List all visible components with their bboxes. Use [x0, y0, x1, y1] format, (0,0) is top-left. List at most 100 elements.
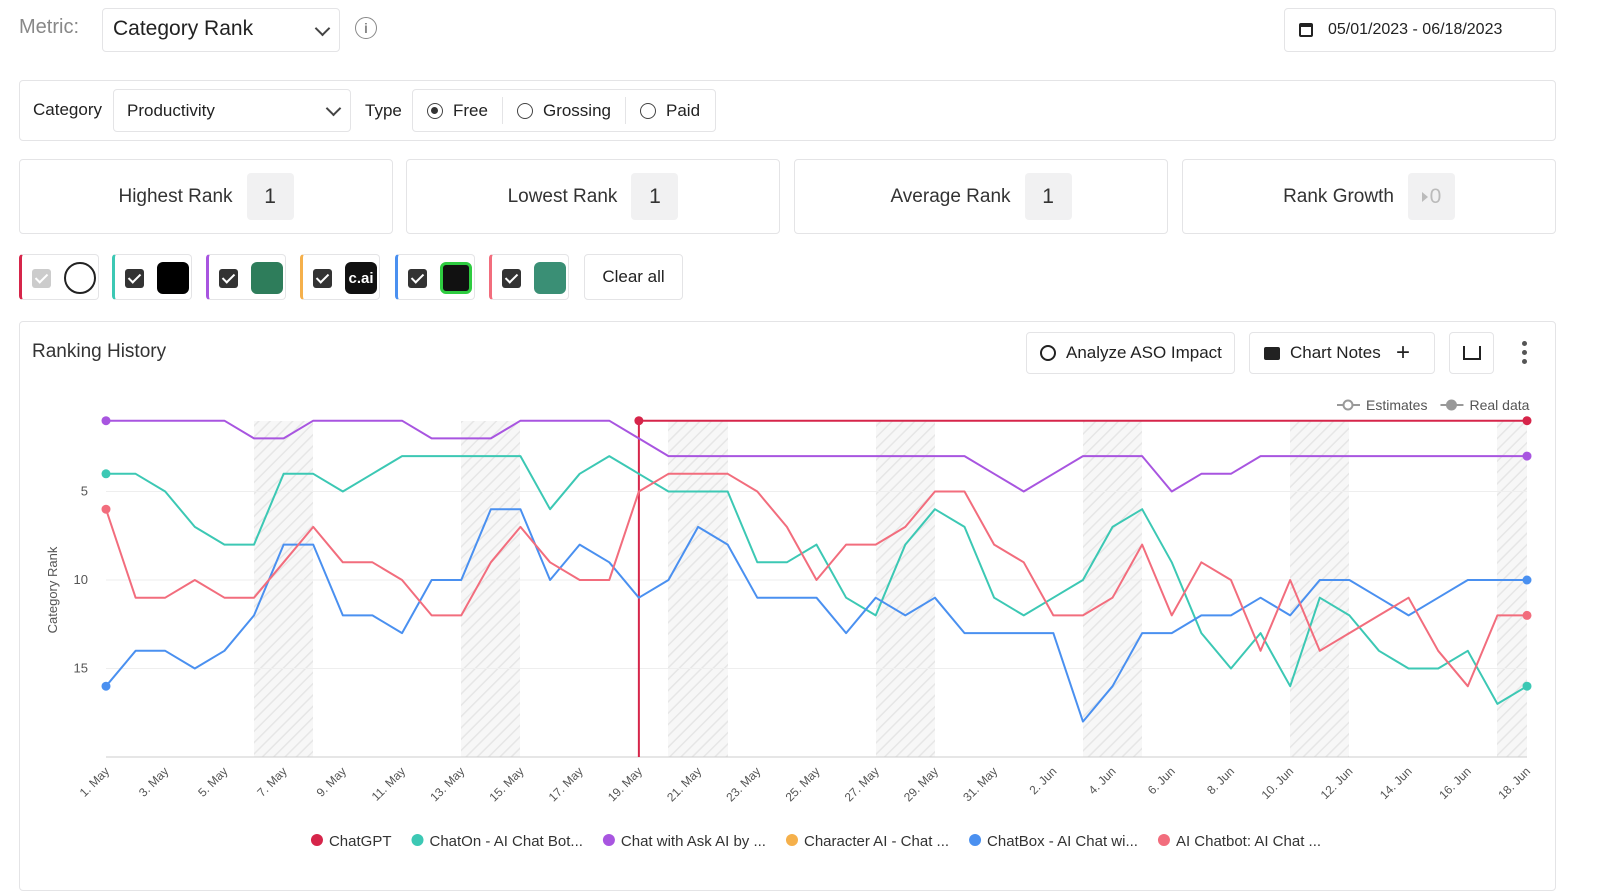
- x-tick-label: 1. May: [77, 764, 112, 799]
- app-icon: [440, 262, 472, 294]
- app-chip[interactable]: c.ai: [300, 254, 380, 300]
- calendar-icon: [1299, 23, 1313, 37]
- marker-legend-label: Estimates: [1366, 397, 1427, 413]
- legend-dot: [602, 834, 615, 846]
- checkbox[interactable]: [313, 269, 332, 288]
- date-range[interactable]: 05/01/2023 - 06/18/2023: [1284, 8, 1556, 52]
- stat-value-box: 1: [1024, 173, 1072, 220]
- x-tick-label: 6. Jun: [1145, 764, 1178, 797]
- legend-label: ChatOn - AI Chat Bot...: [430, 833, 583, 850]
- end-point: [1522, 416, 1532, 426]
- legend: ChatGPT ChatOn - AI Chat Bot... Chat with …: [310, 833, 1321, 850]
- app-chip[interactable]: [206, 254, 286, 300]
- type-option[interactable]: Grossing: [501, 97, 625, 124]
- search-icon: [1040, 345, 1056, 361]
- stat-value: 1: [1042, 184, 1054, 208]
- metric-value: Category Rank: [113, 17, 254, 40]
- metric-dropdown[interactable]: Category Rank: [102, 8, 340, 52]
- x-tick-label: 21. May: [664, 764, 704, 804]
- stat-label: Average Rank: [890, 185, 1011, 207]
- y-tick-label: 10: [74, 572, 88, 587]
- app-chip[interactable]: [395, 254, 475, 300]
- x-tick-label: 29. May: [901, 764, 941, 804]
- chart-notes-button[interactable]: Chart Notes +: [1249, 332, 1435, 374]
- y-axis-label: Category Rank: [45, 546, 60, 633]
- type-label: Type: [365, 101, 402, 120]
- app-chip[interactable]: [112, 254, 192, 300]
- stat-label: Highest Rank: [118, 185, 233, 207]
- end-point: [1522, 451, 1532, 461]
- legend-label: Chat with Ask AI by ...: [621, 833, 766, 850]
- x-tick-label: 9. May: [314, 764, 349, 799]
- legend-dot: [1157, 834, 1170, 846]
- info-icon[interactable]: i: [355, 17, 377, 39]
- marker-legend-dot: [1445, 399, 1457, 411]
- download-icon: [1462, 346, 1481, 360]
- series-line: [105, 508, 1527, 723]
- x-tick-label: 19. May: [605, 764, 645, 804]
- x-tick-label: 31. May: [960, 764, 1000, 804]
- checkbox[interactable]: [502, 269, 521, 288]
- x-tick-label: 16. Jun: [1436, 764, 1474, 802]
- marker-legend-label: Real data: [1469, 397, 1529, 413]
- app-chip[interactable]: [19, 254, 99, 300]
- x-tick-label: 2. Jun: [1026, 764, 1059, 797]
- checkbox[interactable]: [408, 269, 427, 288]
- stat-card: Highest Rank 1: [19, 159, 393, 234]
- category-label: Category: [33, 100, 102, 119]
- legend-label: ChatGPT: [329, 833, 392, 850]
- end-point: [101, 469, 111, 479]
- stat-value: 1: [649, 184, 661, 208]
- weekend-bands: [254, 421, 1527, 757]
- end-point: [1522, 575, 1532, 585]
- filter-bar: Category Productivity Type Free Grossing P…: [19, 80, 1556, 141]
- type-label: Free: [453, 100, 488, 120]
- x-tick-label: 12. Jun: [1318, 764, 1356, 802]
- radio: [640, 102, 656, 119]
- end-point: [1522, 681, 1532, 691]
- add-note-icon[interactable]: +: [1396, 339, 1411, 366]
- end-point: [1522, 610, 1532, 620]
- radio: [427, 102, 443, 119]
- x-tick-label: 13. May: [427, 764, 467, 804]
- stat-label: Lowest Rank: [507, 185, 618, 207]
- x-tick-label: 5. May: [195, 764, 230, 799]
- x-tick-label: 4. Jun: [1086, 764, 1119, 797]
- type-label: Paid: [666, 100, 701, 120]
- app-chip[interactable]: [489, 254, 569, 300]
- metric-label: Metric:: [19, 16, 79, 38]
- type-option[interactable]: Paid: [625, 97, 714, 124]
- marker-legend-dot: [1342, 399, 1354, 411]
- x-tick-label: 25. May: [783, 764, 823, 804]
- checkbox[interactable]: [32, 269, 51, 288]
- checkbox[interactable]: [125, 269, 144, 288]
- y-tick-label: 15: [74, 661, 88, 676]
- clear-all-button[interactable]: Clear all: [584, 254, 683, 300]
- end-point: [101, 504, 111, 514]
- stat-value-box: 0: [1407, 173, 1455, 220]
- radio: [516, 102, 533, 119]
- category-dropdown[interactable]: Productivity: [113, 89, 351, 132]
- checkbox[interactable]: [219, 269, 238, 288]
- more-menu[interactable]: [1522, 341, 1527, 364]
- app-icon: [157, 262, 189, 294]
- download-button[interactable]: [1449, 332, 1494, 374]
- x-tick-label: 18. Jun: [1495, 764, 1533, 802]
- type-label: Grossing: [542, 100, 611, 120]
- category-value: Productivity: [127, 101, 215, 120]
- type-option[interactable]: Free: [413, 97, 502, 124]
- legend-label: Character AI - Chat ...: [804, 833, 949, 850]
- legend-dot: [785, 834, 798, 846]
- series-line: [106, 419, 1527, 493]
- stat-value-box: 1: [246, 173, 294, 220]
- x-tick-label: 23. May: [723, 764, 763, 804]
- app-icon: [64, 262, 96, 294]
- stat-label: Rank Growth: [1283, 185, 1394, 207]
- note-icon: [1264, 346, 1280, 360]
- analyze-button[interactable]: Analyze ASO Impact: [1026, 332, 1235, 374]
- notes-label: Chart Notes: [1290, 343, 1381, 362]
- x-tick-label: 7. May: [254, 764, 289, 799]
- legend-dot: [310, 834, 323, 846]
